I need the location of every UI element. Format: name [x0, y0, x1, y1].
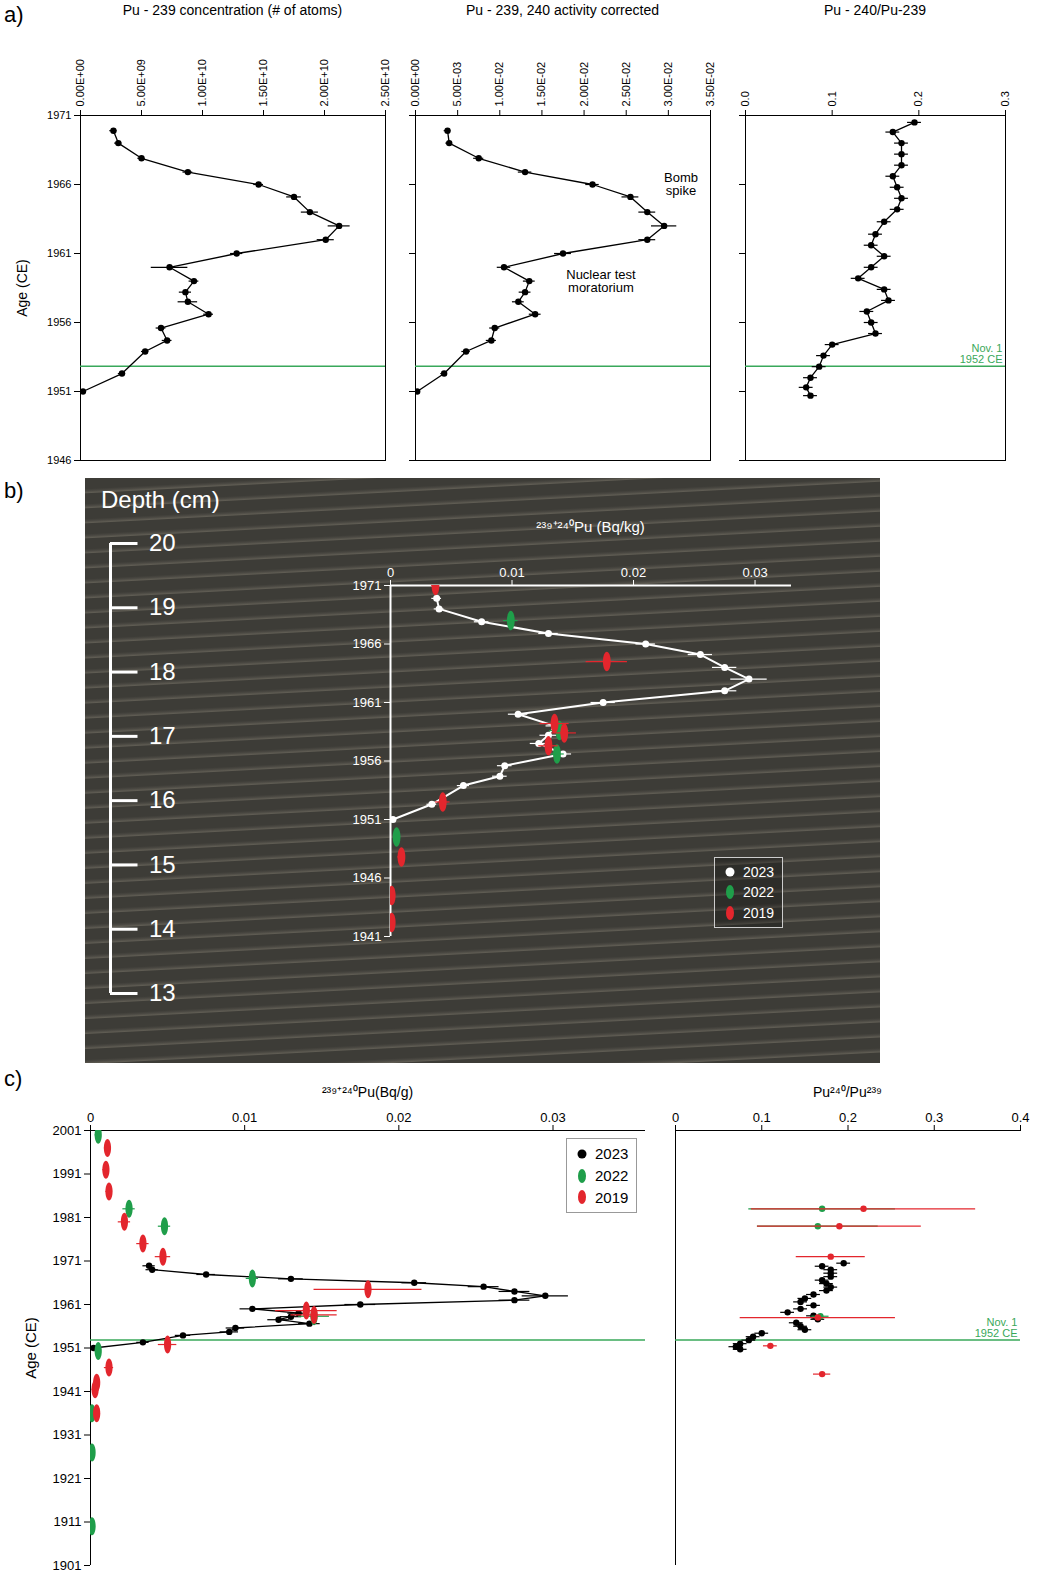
html-text:Pu - 239 concentration (# of a: Pu - 239 concentration (# of atoms)	[122, 2, 343, 18]
svg-text:2.50E+10: 2.50E+10	[379, 59, 391, 106]
svg-text:1961: 1961	[47, 247, 71, 259]
html-text:b): b)	[4, 478, 24, 503]
svg-text:5.00E-03: 5.00E-03	[451, 62, 463, 107]
svg-text:0.3: 0.3	[999, 91, 1011, 106]
html-text:2023: 2023	[595, 1145, 629, 1162]
svg-text:0.03: 0.03	[540, 1110, 565, 1125]
svg-text:1961: 1961	[53, 1297, 82, 1312]
svg-text:2.00E+10: 2.00E+10	[318, 59, 330, 106]
svg-text:1981: 1981	[53, 1210, 82, 1225]
html-text:Pu²⁴⁰/Pu²³⁹: Pu²⁴⁰/Pu²³⁹	[812, 1084, 883, 1100]
svg-text:17: 17	[149, 722, 176, 749]
svg-text:0.3: 0.3	[925, 1110, 943, 1125]
svg-text:2001: 2001	[53, 1123, 82, 1138]
html-text:2019: 2019	[595, 1188, 629, 1206]
svg-text:15: 15	[149, 851, 176, 878]
svg-text:0.00E+00: 0.00E+00	[74, 59, 86, 106]
svg-text:1.50E-02: 1.50E-02	[535, 62, 547, 107]
svg-text:0: 0	[87, 1110, 94, 1125]
svg-text:1956: 1956	[353, 753, 382, 768]
svg-text:1911: 1911	[54, 1514, 82, 1529]
svg-text:1931: 1931	[53, 1427, 82, 1442]
svg-text:1.50E+10: 1.50E+10	[257, 59, 269, 106]
svg-text:1971: 1971	[353, 578, 382, 593]
svg-text:2.00E-02: 2.00E-02	[578, 62, 590, 107]
svg-text:Nuclear testmoratorium: Nuclear testmoratorium	[566, 267, 636, 295]
svg-text:Nov. 11952 CE: Nov. 11952 CE	[975, 1316, 1018, 1339]
svg-text:0.01: 0.01	[232, 1110, 257, 1125]
svg-text:13: 13	[149, 979, 176, 1006]
svg-text:1951: 1951	[53, 1340, 82, 1355]
html-text:c): c)	[4, 1066, 23, 1091]
svg-text:0.1: 0.1	[753, 1110, 771, 1125]
svg-text:1.00E+10: 1.00E+10	[196, 59, 208, 106]
svg-text:Bombspike: Bombspike	[664, 170, 698, 198]
svg-text:1921: 1921	[53, 1471, 82, 1486]
svg-text:1951: 1951	[47, 385, 71, 397]
svg-text:1971: 1971	[47, 109, 71, 121]
html-text:Pu - 239, 240 activity correct: Pu - 239, 240 activity corrected	[466, 2, 659, 18]
svg-text:0.02: 0.02	[621, 565, 646, 580]
html-text:²³⁹⁺²⁴⁰Pu (Bq/kg): ²³⁹⁺²⁴⁰Pu (Bq/kg)	[536, 518, 645, 535]
svg-text:1946: 1946	[47, 454, 71, 466]
svg-text:0.0: 0.0	[739, 91, 751, 106]
svg-text:1901: 1901	[53, 1558, 82, 1573]
svg-text:1991: 1991	[53, 1166, 82, 1181]
svg-text:0.01: 0.01	[499, 565, 524, 580]
html-text:Age (CE): Age (CE)	[14, 258, 30, 317]
svg-text:3.00E-02: 3.00E-02	[662, 62, 674, 107]
html-text:2023: 2023	[743, 864, 775, 880]
svg-text:1956: 1956	[47, 316, 71, 328]
svg-text:0.02: 0.02	[386, 1110, 411, 1125]
html-text:2019: 2019	[743, 904, 775, 921]
svg-text:19: 19	[149, 593, 176, 620]
svg-text:1951: 1951	[353, 812, 382, 827]
svg-text:1966: 1966	[47, 178, 71, 190]
svg-text:14: 14	[149, 915, 176, 942]
svg-text:1941: 1941	[53, 1384, 82, 1399]
svg-text:1941: 1941	[353, 929, 382, 944]
svg-text:0.00E+00: 0.00E+00	[409, 59, 421, 106]
svg-text:2.50E-02: 2.50E-02	[620, 62, 632, 107]
svg-text:1.00E-02: 1.00E-02	[493, 62, 505, 107]
html-text:²³⁹⁺²⁴⁰Pu(Bq/g): ²³⁹⁺²⁴⁰Pu(Bq/g)	[321, 1084, 414, 1100]
html-text:a): a)	[4, 2, 24, 27]
svg-text:18: 18	[149, 658, 176, 685]
svg-text:Nov. 11952 CE: Nov. 11952 CE	[960, 342, 1003, 365]
svg-text:0.2: 0.2	[839, 1110, 857, 1125]
html-text:Pu - 240/Pu-239: Pu - 240/Pu-239	[824, 2, 926, 18]
svg-text:1961: 1961	[353, 695, 382, 710]
html-text:Age (CE): Age (CE)	[21, 1316, 39, 1379]
svg-text:0.1: 0.1	[826, 91, 838, 106]
svg-text:5.00E+09: 5.00E+09	[135, 59, 147, 106]
html-text:2022: 2022	[595, 1166, 629, 1184]
html-text:Depth (cm): Depth (cm)	[101, 486, 220, 513]
svg-text:1946: 1946	[353, 870, 382, 885]
svg-text:0.03: 0.03	[742, 565, 767, 580]
svg-text:1971: 1971	[53, 1253, 82, 1268]
svg-text:0.4: 0.4	[1011, 1110, 1029, 1125]
svg-text:3.50E-02: 3.50E-02	[704, 62, 716, 107]
svg-text:16: 16	[149, 786, 176, 813]
svg-text:20: 20	[149, 529, 176, 556]
svg-text:0.2: 0.2	[912, 91, 924, 106]
svg-text:1966: 1966	[353, 636, 382, 651]
svg-text:0: 0	[672, 1110, 679, 1125]
svg-text:0: 0	[387, 565, 394, 580]
html-text:2022: 2022	[743, 884, 775, 901]
